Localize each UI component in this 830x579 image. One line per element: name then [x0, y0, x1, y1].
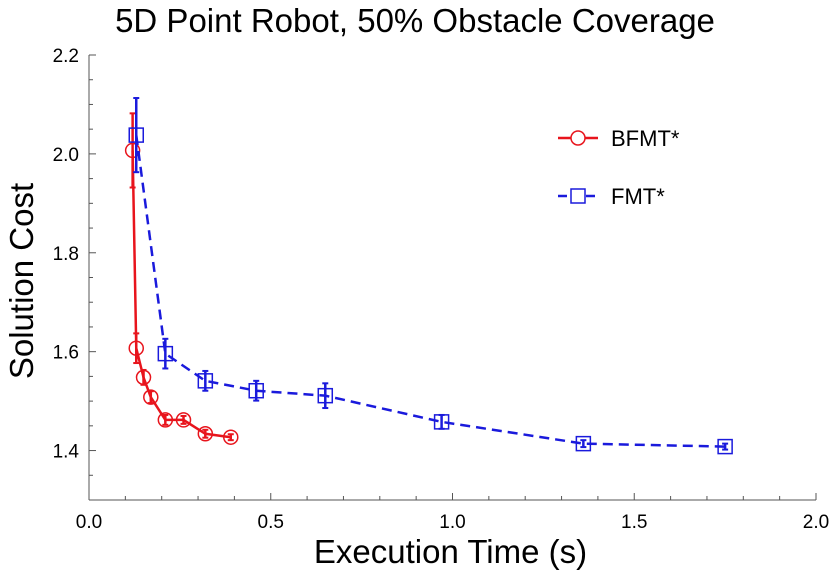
y-tick-label: 1.6 — [53, 343, 79, 364]
series-fmt- — [128, 97, 733, 455]
series-line — [135, 134, 726, 448]
y-tick-label: 2.0 — [53, 145, 79, 166]
data-point — [197, 425, 214, 442]
series-line — [131, 150, 231, 439]
data-point — [433, 414, 450, 430]
data-point — [128, 340, 145, 356]
x-axis-label: Execution Time (s) — [313, 533, 588, 570]
data-point — [248, 382, 264, 399]
data-point — [717, 438, 733, 455]
series-layer — [124, 97, 733, 455]
x-tick-label: 0.0 — [76, 512, 102, 533]
data-point — [197, 373, 214, 389]
chart-title: 5D Point Robot, 50% Obstacle Coverage — [115, 2, 715, 39]
axes: 0.0 0.5 1.0 1.5 2.0 1.4 1.6 1.8 2.0 2.2 — [53, 46, 830, 533]
data-point — [223, 429, 239, 445]
legend: BFMT* FMT* — [558, 126, 680, 209]
data-point — [124, 142, 141, 159]
legend-entry: BFMT* — [558, 126, 680, 151]
data-point — [175, 412, 192, 428]
x-tick-label: 1.0 — [439, 512, 465, 533]
legend-marker — [570, 130, 586, 146]
legend-label: BFMT* — [611, 126, 680, 151]
data-point — [157, 345, 174, 362]
data-point — [135, 369, 152, 386]
data-point — [575, 435, 592, 452]
x-tick-label: 1.5 — [621, 512, 647, 533]
y-tick-label: 1.8 — [53, 244, 79, 265]
y-axis-label: Solution Cost — [3, 182, 40, 380]
y-tick-label: 2.2 — [53, 46, 79, 67]
x-tick-label: 2.0 — [803, 512, 829, 533]
legend-marker — [570, 188, 586, 204]
legend-label: FMT* — [611, 184, 665, 209]
x-tick-label: 0.5 — [258, 512, 284, 533]
data-point — [317, 387, 334, 404]
series-bfmt- — [124, 112, 239, 445]
y-tick-label: 1.4 — [53, 442, 80, 463]
data-point — [128, 127, 145, 143]
legend-entry: FMT* — [558, 184, 665, 209]
data-point — [143, 389, 159, 405]
data-point — [157, 412, 174, 428]
